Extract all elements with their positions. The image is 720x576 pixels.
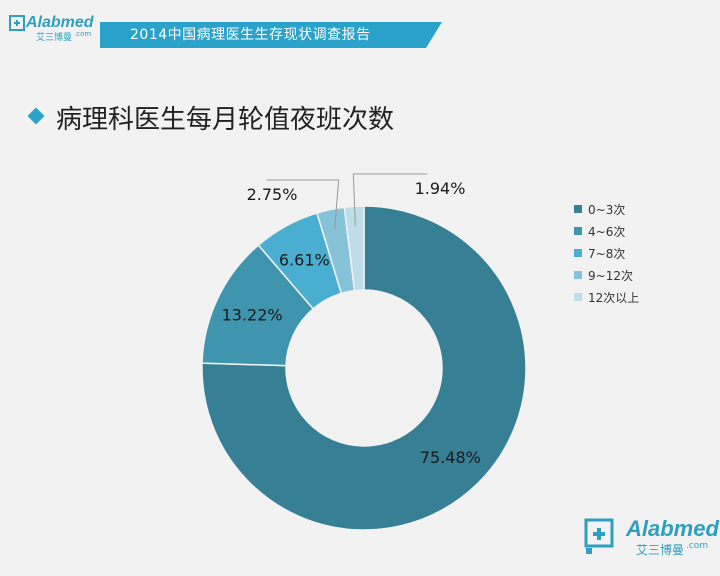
data-label-1: 75.48%	[420, 448, 481, 467]
legend-label: 9~12次	[588, 268, 633, 283]
data-label-4: 2.75%	[247, 185, 298, 204]
legend-item: 0~3次	[574, 198, 639, 220]
banner-stripe	[108, 22, 442, 48]
page-title: 病理科医生每月轮值夜班次数	[56, 105, 395, 135]
legend-swatch	[574, 227, 582, 235]
slice-1	[201, 205, 527, 531]
legend-item: 4~6次	[574, 220, 639, 242]
footer-logo: Alabmed 艾三博曼 .com	[582, 514, 719, 564]
leader-line-5	[352, 173, 428, 227]
logo-mark-icon	[584, 518, 614, 554]
header-logo: Alabmed 艾三博曼 .com	[8, 10, 94, 44]
legend-label: 4~6次	[588, 224, 626, 239]
data-label-5: 1.94%	[415, 179, 466, 198]
legend-item: 9~12次	[574, 264, 639, 286]
data-label-2: 13.22%	[222, 306, 283, 325]
legend-label: 0~3次	[588, 202, 626, 217]
slice-5	[343, 205, 365, 292]
legend-swatch	[574, 249, 582, 257]
legend-swatch	[574, 205, 582, 213]
chart-legend: 0~3次 4~6次 7~8次 9~12次 12次以上	[574, 198, 639, 308]
legend-label: 12次以上	[588, 290, 640, 305]
logo-domain: .com	[686, 541, 709, 551]
report-title: 2014中国病理医生生存现状调查报告	[130, 27, 371, 43]
data-label-3: 6.61%	[279, 250, 330, 269]
logo-domain: .com	[74, 30, 92, 38]
legend-item: 12次以上	[574, 286, 639, 308]
logo-mark-icon	[9, 15, 25, 31]
leader-line-4	[266, 179, 340, 230]
legend-swatch	[574, 271, 582, 279]
logo-brand: Alabmed	[626, 516, 719, 541]
header-banner	[100, 22, 442, 48]
legend-item: 7~8次	[574, 242, 639, 264]
legend-swatch	[574, 293, 582, 301]
logo-chinese: 艾三博曼	[636, 543, 685, 557]
logo-brand: Alabmed	[26, 14, 94, 31]
legend-label: 7~8次	[588, 246, 626, 261]
logo-chinese: 艾三博曼	[36, 33, 73, 43]
